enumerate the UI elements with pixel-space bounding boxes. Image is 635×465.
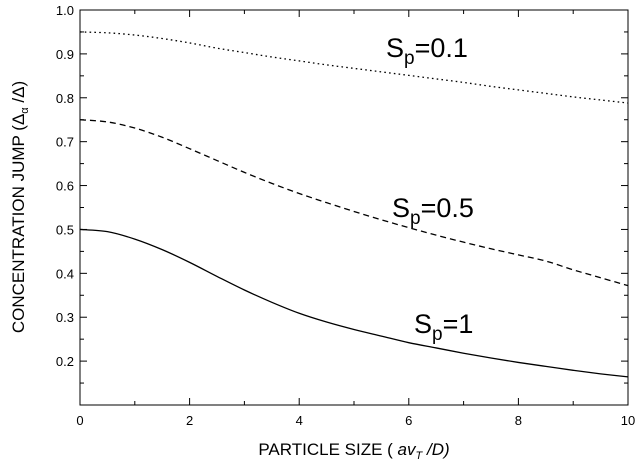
- plot-frame: [79, 9, 629, 406]
- series-label: Sp=0.5: [392, 193, 474, 229]
- x-tick-label: 0: [76, 413, 83, 428]
- y-tick-label: 0.3: [56, 310, 74, 325]
- y-tick-label: 1.0: [56, 3, 74, 18]
- x-tick-label: 8: [515, 413, 522, 428]
- series-label: Sp=0.1: [386, 33, 468, 69]
- tick-labels: 0 2 4 6 8 10 0.2 0.3 0.4 0.5 0.6 0.7 0.8 0.9 1.0: [56, 3, 635, 428]
- x-tick-label: 2: [186, 413, 193, 428]
- y-tick-label: 0.5: [56, 222, 74, 237]
- tick-marks: [79, 9, 629, 406]
- series-line: [79, 119, 629, 287]
- y-tick-label: 0.4: [56, 266, 74, 281]
- series-lines: [79, 31, 629, 378]
- y-tick-label: 0.6: [56, 179, 74, 194]
- x-tick-label: 6: [405, 413, 412, 428]
- series-label: Sp=1: [414, 309, 473, 345]
- x-axis-title: PARTICLE SIZE ( avT /D): [258, 440, 449, 462]
- series-annotations: Sp=0.1 Sp=0.5 Sp=1: [386, 33, 474, 345]
- y-axis-title: CONCENTRATION JUMP (Δα /Δ): [9, 81, 31, 333]
- x-tick-label: 10: [621, 413, 635, 428]
- y-tick-label: 0.8: [56, 91, 74, 106]
- y-tick-label: 0.9: [56, 47, 74, 62]
- y-tick-label: 0.2: [56, 354, 74, 369]
- x-tick-label: 4: [296, 413, 303, 428]
- series-line: [79, 228, 629, 378]
- y-tick-label: 0.7: [56, 135, 74, 150]
- series-line: [79, 31, 629, 104]
